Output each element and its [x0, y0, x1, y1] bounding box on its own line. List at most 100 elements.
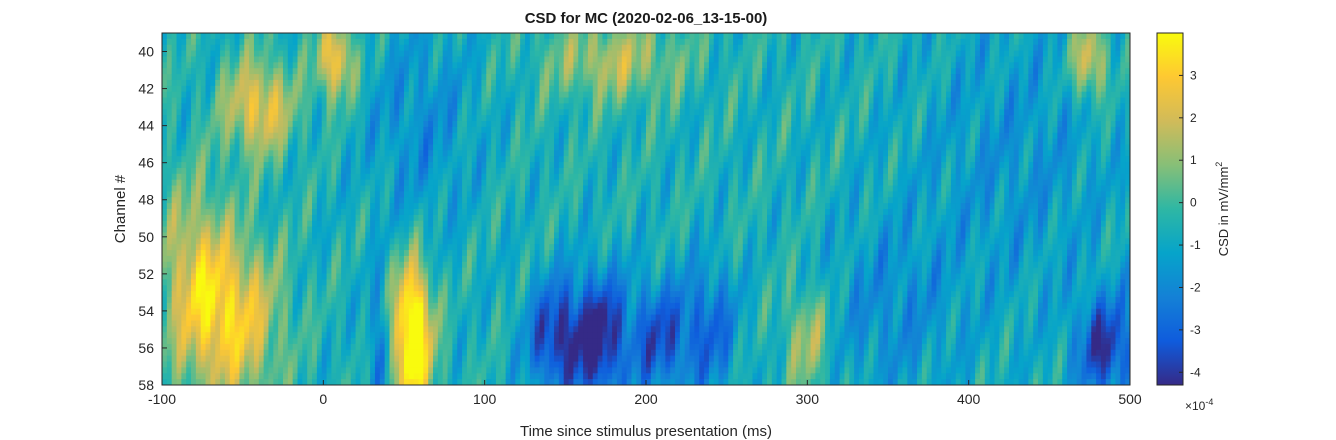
heatmap-cell	[370, 74, 376, 81]
heatmap-cell	[515, 162, 521, 169]
heatmap-cell	[360, 138, 366, 146]
heatmap-cell	[166, 56, 173, 63]
heatmap-cell	[234, 62, 241, 69]
heatmap-cell	[210, 74, 216, 81]
heatmap-cell	[520, 162, 526, 169]
heatmap-cell	[491, 250, 497, 257]
heatmap-cell	[239, 156, 245, 163]
heatmap-cell	[355, 38, 362, 46]
heatmap-cell	[350, 185, 357, 192]
heatmap-cell	[437, 261, 444, 269]
heatmap-cell	[200, 179, 207, 187]
heatmap-cell	[166, 167, 173, 175]
heatmap-cell	[466, 209, 473, 216]
heatmap-cell	[505, 326, 512, 333]
heatmap-cell	[413, 232, 420, 239]
heatmap-cell	[162, 97, 168, 104]
heatmap-cell	[389, 150, 395, 157]
heatmap-cell	[384, 191, 391, 198]
heatmap-cell	[423, 367, 429, 374]
heatmap-cell	[195, 332, 202, 339]
heatmap-cell	[365, 156, 371, 163]
heatmap-cell	[476, 91, 483, 99]
heatmap-cell	[374, 103, 381, 110]
heatmap-cell	[394, 62, 400, 69]
heatmap-cell	[292, 314, 299, 322]
heatmap-cell	[466, 203, 473, 210]
heatmap-cell	[462, 314, 468, 322]
heatmap-cell	[244, 38, 250, 46]
heatmap-cell	[176, 232, 182, 239]
heatmap-cell	[244, 308, 250, 316]
heatmap-cell	[249, 261, 255, 269]
heatmap-cell	[394, 379, 400, 385]
heatmap-cell	[162, 326, 168, 333]
heatmap-cell	[525, 273, 531, 280]
heatmap-cell	[321, 62, 328, 69]
heatmap-cell	[220, 33, 226, 40]
heatmap-cell	[423, 44, 429, 52]
heatmap-cell	[263, 308, 270, 316]
heatmap-cell	[210, 291, 216, 298]
heatmap-cell	[355, 238, 362, 245]
heatmap-cell	[224, 320, 231, 327]
heatmap-cell	[316, 338, 323, 345]
heatmap-cell	[336, 332, 342, 339]
heatmap-cell	[200, 355, 207, 363]
heatmap-cell	[394, 162, 400, 169]
heatmap-cell	[302, 150, 308, 157]
heatmap-cell	[360, 355, 366, 363]
heatmap-cell	[486, 326, 492, 333]
heatmap-cell	[263, 255, 270, 263]
heatmap-cell	[500, 279, 507, 286]
heatmap-cell	[162, 150, 168, 157]
heatmap-cell	[215, 285, 221, 292]
heatmap-cell	[292, 332, 299, 339]
heatmap-cell	[249, 214, 255, 222]
heatmap-cell	[355, 373, 362, 380]
heatmap-cell	[326, 314, 332, 322]
heatmap-cell	[462, 191, 468, 198]
heatmap-cell	[278, 62, 284, 69]
heatmap-cell	[394, 33, 400, 40]
heatmap-cell	[215, 150, 221, 157]
heatmap-cell	[413, 209, 420, 216]
heatmap-cell	[408, 250, 415, 257]
heatmap-cell	[205, 314, 211, 322]
heatmap-cell	[423, 302, 429, 310]
heatmap-cell	[244, 226, 250, 234]
heatmap-cell	[215, 302, 221, 310]
heatmap-cell	[200, 121, 207, 128]
heatmap-cell	[253, 338, 260, 345]
heatmap-cell	[321, 320, 328, 327]
heatmap-cell	[539, 156, 545, 163]
heatmap-cell	[191, 109, 197, 116]
heatmap-cell	[162, 273, 168, 280]
heatmap-cell	[370, 361, 376, 368]
heatmap-cell	[292, 326, 299, 333]
heatmap-cell	[466, 255, 473, 263]
heatmap-cell	[326, 185, 332, 192]
heatmap-cell	[525, 367, 531, 374]
heatmap-cell	[321, 115, 328, 122]
heatmap-cell	[442, 308, 449, 316]
heatmap-cell	[481, 109, 487, 116]
heatmap-cell	[413, 138, 420, 146]
heatmap-cell	[195, 103, 202, 110]
heatmap-cell	[476, 314, 483, 322]
heatmap-cell	[457, 50, 463, 58]
heatmap-cell	[205, 179, 211, 187]
heatmap-cell	[389, 109, 395, 116]
heatmap-cell	[249, 314, 255, 322]
heatmap-cell	[326, 132, 332, 140]
heatmap-cell	[292, 238, 299, 245]
heatmap-cell	[200, 379, 207, 385]
heatmap-cell	[462, 349, 468, 357]
heatmap-cell	[355, 267, 362, 275]
heatmap-cell	[471, 138, 478, 146]
heatmap-cell	[350, 138, 357, 146]
heatmap-cell	[326, 173, 332, 181]
heatmap-cell	[404, 320, 410, 327]
heatmap-cell	[331, 126, 337, 134]
heatmap-cell	[229, 68, 236, 75]
